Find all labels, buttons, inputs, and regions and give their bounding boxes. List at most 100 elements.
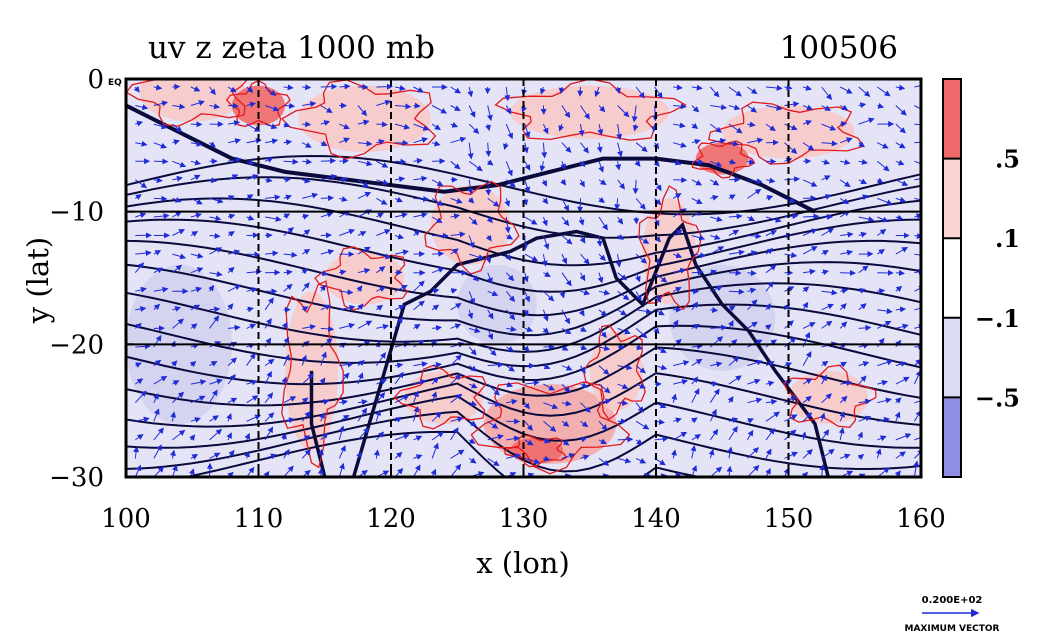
vorticity-contour-line — [314, 246, 408, 311]
wind-vector-arrow — [561, 105, 571, 119]
wind-vector-arrow — [784, 197, 796, 204]
wind-vector-arrow — [691, 269, 704, 276]
wind-vector-arrow — [728, 249, 745, 256]
wind-vector-arrow — [320, 140, 328, 147]
wind-vector-arrow — [840, 120, 848, 127]
wind-vector-arrow — [543, 420, 557, 432]
wind-vector-arrow — [376, 392, 386, 404]
colorbar-level-label: −.1 — [975, 304, 1020, 333]
wind-vector-arrow — [784, 142, 798, 154]
wind-vector-arrow — [524, 439, 534, 446]
wind-vector-arrow — [524, 457, 541, 465]
wind-vector-arrow — [172, 83, 181, 90]
wind-vector-arrow — [691, 434, 702, 441]
wind-vector-arrow — [246, 466, 255, 477]
wind-vector-arrow — [246, 287, 258, 293]
wind-vector-arrow — [877, 197, 893, 206]
wind-vector-arrow — [635, 344, 643, 351]
wind-vector-arrow — [895, 323, 909, 330]
wind-vector-arrow — [802, 301, 809, 311]
wind-vector-arrow — [302, 213, 310, 220]
wind-vector-arrow — [209, 389, 218, 403]
wind-vector-arrow — [190, 140, 203, 147]
wind-vector-arrow — [246, 352, 256, 366]
wind-vector-arrow — [596, 235, 603, 247]
wind-vector-arrow — [450, 248, 459, 255]
wind-vector-arrow — [784, 396, 797, 404]
wind-vector-arrow — [394, 249, 409, 256]
wind-vector-arrow — [227, 138, 242, 144]
colorbar-segment — [943, 238, 961, 318]
wind-vector-arrow — [839, 411, 845, 422]
wind-vector-arrow — [506, 233, 514, 240]
wind-vector-arrow — [320, 157, 337, 164]
wind-vector-arrow — [394, 123, 411, 130]
wind-vector-arrow — [765, 361, 775, 367]
wind-vector-arrow — [376, 379, 388, 385]
wind-vector-arrow — [821, 393, 832, 404]
wind-vector-arrow — [190, 159, 202, 166]
wind-vector-arrow — [504, 86, 511, 102]
wind-vector-arrow — [302, 324, 317, 330]
wind-vector-arrow — [558, 123, 565, 132]
wind-vector-arrow — [357, 140, 373, 147]
wind-vector-arrow — [431, 123, 441, 131]
wind-vector-arrow — [301, 354, 307, 366]
wind-vector-arrow — [635, 365, 646, 374]
wind-vector-arrow — [209, 315, 220, 329]
wind-vector-arrow — [153, 427, 164, 441]
wind-vector-arrow — [468, 346, 477, 356]
wind-vector-arrow — [802, 351, 812, 366]
wind-vector-arrow — [784, 123, 798, 131]
wind-vector-arrow — [522, 309, 529, 317]
wind-vector-arrow — [542, 123, 549, 135]
wind-vector-arrow — [413, 390, 419, 403]
wind-vector-arrow — [394, 316, 403, 329]
wind-vector-arrow — [506, 398, 518, 405]
wind-vector-arrow — [133, 86, 140, 93]
wind-vector-arrow — [542, 309, 549, 322]
wind-vector-arrow — [580, 289, 591, 296]
wind-vector-arrow — [524, 291, 530, 303]
wind-vector-arrow — [487, 272, 493, 284]
wind-vector-arrow — [858, 231, 868, 238]
wind-vector-arrow — [636, 308, 653, 315]
wind-vector-arrow — [246, 101, 257, 108]
vorticity-contour-line — [494, 79, 687, 141]
wind-vector-arrow — [561, 365, 573, 371]
wind-vector-arrow — [373, 449, 380, 459]
x-tick-label: 140 — [631, 504, 681, 534]
wind-vector-arrow — [673, 417, 682, 424]
wind-vector-arrow — [765, 216, 782, 223]
wind-vector-arrow — [561, 142, 572, 153]
wind-vector-arrow — [577, 86, 584, 97]
wind-vector-arrow — [339, 289, 354, 296]
y-tick-label: −30 — [49, 463, 104, 493]
wind-vector-arrow — [264, 358, 275, 367]
wind-vector-arrow — [728, 288, 745, 295]
wind-vector-arrow — [487, 197, 500, 207]
wind-vector-arrow — [227, 195, 235, 201]
wind-vector-arrow — [728, 104, 741, 111]
wind-vector-arrow — [283, 194, 292, 201]
wind-vector-arrow — [469, 400, 478, 407]
wind-vector-arrow — [487, 309, 494, 320]
wind-vector-arrow — [357, 246, 371, 255]
wind-vector-arrow — [617, 233, 624, 240]
vorticity-contour-line — [424, 180, 520, 275]
wind-vector-arrow — [283, 251, 298, 258]
vorticity-fill-region — [139, 79, 246, 122]
wind-vector-arrow — [598, 179, 607, 186]
wind-vector-arrow — [301, 435, 311, 441]
wind-vector-arrow — [301, 142, 312, 148]
wind-vector-arrow — [617, 105, 630, 118]
wind-vector-arrow — [376, 323, 389, 330]
wind-vector-arrow — [561, 198, 569, 212]
wind-vector-arrow — [747, 287, 757, 294]
wind-vector-arrow — [190, 395, 206, 404]
wind-vector-arrow — [728, 229, 740, 236]
wind-vector-arrow — [505, 309, 516, 321]
wind-vector-arrow — [506, 435, 521, 442]
wind-vector-arrow — [802, 179, 818, 187]
